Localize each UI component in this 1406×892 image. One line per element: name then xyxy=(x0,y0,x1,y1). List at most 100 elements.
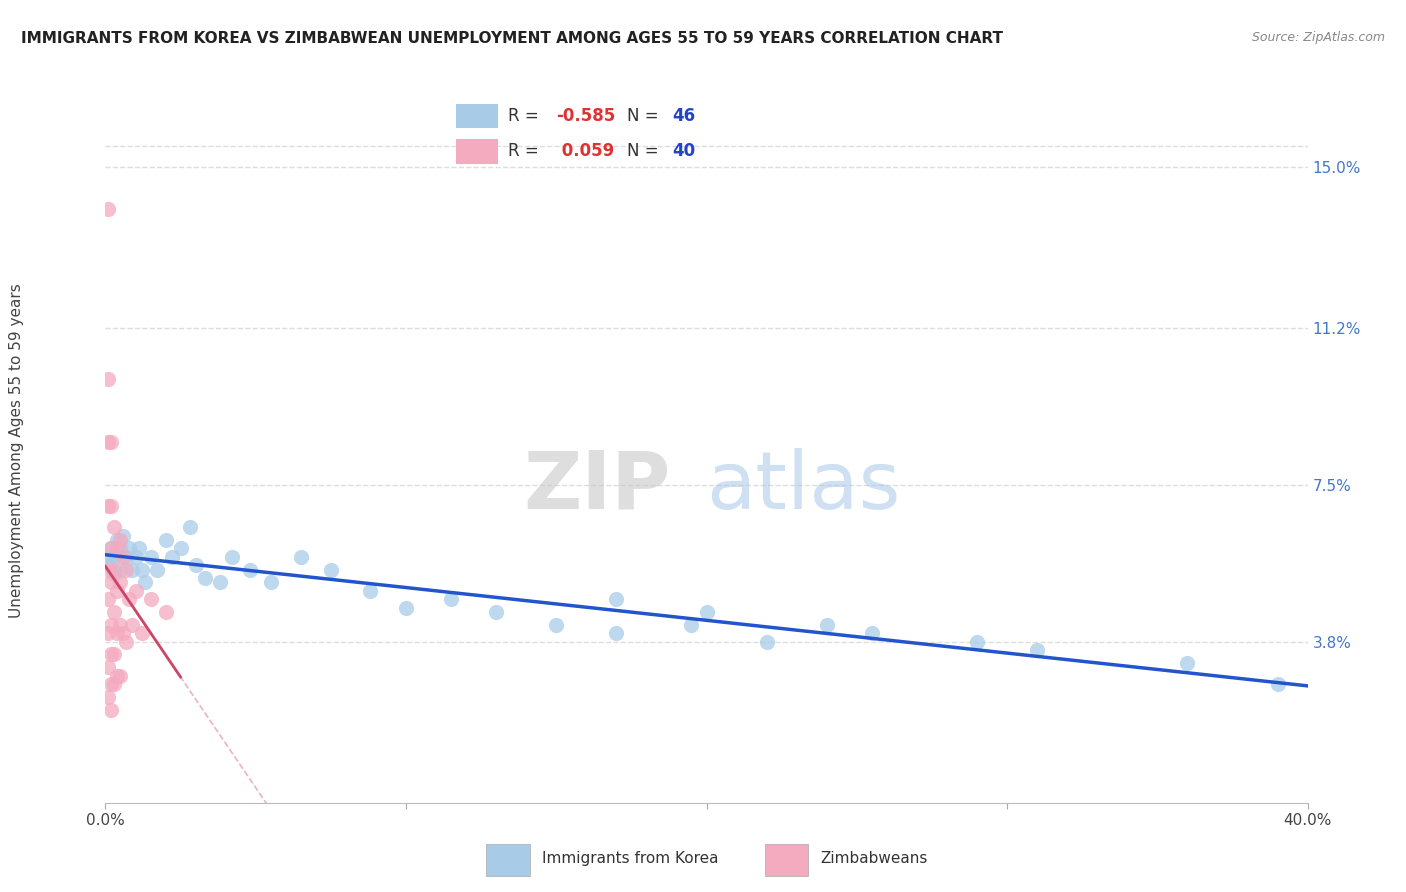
Point xyxy=(112,529,135,543)
Point xyxy=(100,549,122,564)
Point xyxy=(155,605,177,619)
Point xyxy=(107,668,129,682)
Point xyxy=(440,592,463,607)
Point xyxy=(97,592,120,607)
Point xyxy=(179,520,201,534)
Text: 46: 46 xyxy=(672,107,696,125)
Text: -0.585: -0.585 xyxy=(557,107,616,125)
Point xyxy=(110,668,132,682)
Point xyxy=(121,563,143,577)
Point xyxy=(110,541,132,556)
Point xyxy=(100,435,122,450)
Point xyxy=(290,549,312,564)
Text: N =: N = xyxy=(627,107,664,125)
Point xyxy=(605,626,627,640)
Point xyxy=(107,583,129,598)
Point xyxy=(184,558,207,573)
Bar xyxy=(765,844,808,876)
Point xyxy=(112,626,135,640)
Point xyxy=(110,575,132,590)
Point xyxy=(107,541,129,556)
Point xyxy=(103,605,125,619)
Point xyxy=(134,575,156,590)
Point xyxy=(97,626,120,640)
Point xyxy=(100,648,122,662)
Point xyxy=(260,575,283,590)
Point xyxy=(100,677,122,691)
Point xyxy=(815,617,838,632)
Point xyxy=(139,592,162,607)
Point xyxy=(103,549,125,564)
Point xyxy=(131,563,153,577)
Point xyxy=(118,592,141,607)
Point xyxy=(107,626,129,640)
Bar xyxy=(456,104,498,128)
Point xyxy=(1026,643,1049,657)
Point xyxy=(124,583,146,598)
Point xyxy=(97,202,120,217)
Point xyxy=(100,575,122,590)
Point xyxy=(112,549,135,564)
Point xyxy=(110,563,132,577)
Point xyxy=(97,558,120,573)
Point xyxy=(395,600,418,615)
Point xyxy=(100,499,122,513)
Point xyxy=(100,541,122,556)
Point xyxy=(118,541,141,556)
Point xyxy=(359,583,381,598)
Bar xyxy=(456,139,498,163)
Text: R =: R = xyxy=(508,143,544,161)
Text: IMMIGRANTS FROM KOREA VS ZIMBABWEAN UNEMPLOYMENT AMONG AGES 55 TO 59 YEARS CORRE: IMMIGRANTS FROM KOREA VS ZIMBABWEAN UNEM… xyxy=(21,31,1002,46)
Text: Immigrants from Korea: Immigrants from Korea xyxy=(543,851,718,866)
Point xyxy=(97,435,120,450)
Point xyxy=(319,563,342,577)
Point xyxy=(145,563,167,577)
Text: 0.059: 0.059 xyxy=(557,143,614,161)
Text: R =: R = xyxy=(508,107,544,125)
Point xyxy=(115,563,138,577)
Text: Zimbabweans: Zimbabweans xyxy=(821,851,928,866)
Point xyxy=(681,617,703,632)
Point xyxy=(966,634,988,648)
Point xyxy=(115,634,138,648)
Point xyxy=(97,563,120,577)
Point xyxy=(131,626,153,640)
Point xyxy=(103,566,125,581)
Point xyxy=(546,617,568,632)
Point xyxy=(605,592,627,607)
Point xyxy=(1267,677,1289,691)
Point xyxy=(128,541,150,556)
Point xyxy=(696,605,718,619)
Point xyxy=(100,702,122,716)
Point xyxy=(1175,656,1198,670)
Point xyxy=(755,634,778,648)
Point xyxy=(97,499,120,513)
Point xyxy=(208,575,231,590)
Point xyxy=(115,549,138,564)
Point xyxy=(103,648,125,662)
Bar xyxy=(486,844,530,876)
Point xyxy=(221,549,243,564)
Text: N =: N = xyxy=(627,143,664,161)
Point xyxy=(110,617,132,632)
Point xyxy=(110,533,132,547)
Point xyxy=(100,541,122,556)
Point xyxy=(103,520,125,534)
Point xyxy=(103,677,125,691)
Point xyxy=(100,617,122,632)
Point xyxy=(155,533,177,547)
Point xyxy=(103,563,125,577)
Point xyxy=(97,660,120,674)
Point xyxy=(169,541,191,556)
Point xyxy=(160,549,183,564)
Text: 40: 40 xyxy=(672,143,696,161)
Text: ZIP: ZIP xyxy=(523,448,671,526)
Point xyxy=(139,549,162,564)
Point xyxy=(239,563,262,577)
Point xyxy=(97,690,120,704)
Point xyxy=(485,605,508,619)
Point xyxy=(97,372,120,386)
Point xyxy=(107,533,129,547)
Point xyxy=(194,571,217,585)
Point xyxy=(124,549,146,564)
